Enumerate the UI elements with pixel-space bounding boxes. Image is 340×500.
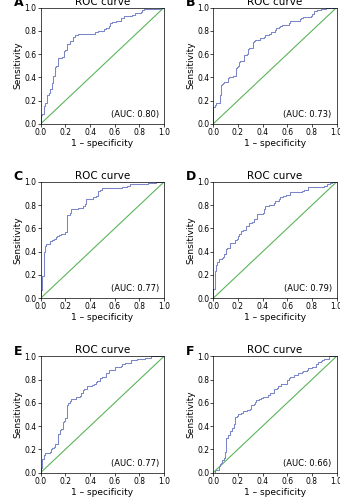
Text: (AUC: 0.80): (AUC: 0.80) bbox=[111, 110, 159, 119]
Title: ROC curve: ROC curve bbox=[75, 0, 130, 6]
Title: ROC curve: ROC curve bbox=[247, 171, 303, 181]
Y-axis label: Sensitivity: Sensitivity bbox=[13, 42, 22, 90]
Text: D: D bbox=[186, 170, 197, 183]
Text: (AUC: 0.77): (AUC: 0.77) bbox=[111, 459, 159, 468]
Title: ROC curve: ROC curve bbox=[75, 346, 130, 356]
Text: (AUC: 0.77): (AUC: 0.77) bbox=[111, 284, 159, 294]
Text: F: F bbox=[186, 344, 195, 358]
Y-axis label: Sensitivity: Sensitivity bbox=[186, 216, 195, 264]
Text: (AUC: 0.66): (AUC: 0.66) bbox=[284, 459, 332, 468]
Title: ROC curve: ROC curve bbox=[247, 0, 303, 6]
X-axis label: 1 – specificity: 1 – specificity bbox=[244, 139, 306, 148]
Text: E: E bbox=[14, 344, 22, 358]
X-axis label: 1 – specificity: 1 – specificity bbox=[244, 314, 306, 322]
Y-axis label: Sensitivity: Sensitivity bbox=[186, 42, 195, 90]
Y-axis label: Sensitivity: Sensitivity bbox=[13, 390, 22, 438]
X-axis label: 1 – specificity: 1 – specificity bbox=[71, 139, 134, 148]
Text: (AUC: 0.79): (AUC: 0.79) bbox=[284, 284, 332, 294]
X-axis label: 1 – specificity: 1 – specificity bbox=[71, 488, 134, 497]
Text: (AUC: 0.73): (AUC: 0.73) bbox=[284, 110, 332, 119]
Y-axis label: Sensitivity: Sensitivity bbox=[186, 390, 195, 438]
Text: B: B bbox=[186, 0, 196, 9]
Text: A: A bbox=[14, 0, 23, 9]
Title: ROC curve: ROC curve bbox=[75, 171, 130, 181]
X-axis label: 1 – specificity: 1 – specificity bbox=[71, 314, 134, 322]
Title: ROC curve: ROC curve bbox=[247, 346, 303, 356]
Text: C: C bbox=[14, 170, 23, 183]
X-axis label: 1 – specificity: 1 – specificity bbox=[244, 488, 306, 497]
Y-axis label: Sensitivity: Sensitivity bbox=[13, 216, 22, 264]
